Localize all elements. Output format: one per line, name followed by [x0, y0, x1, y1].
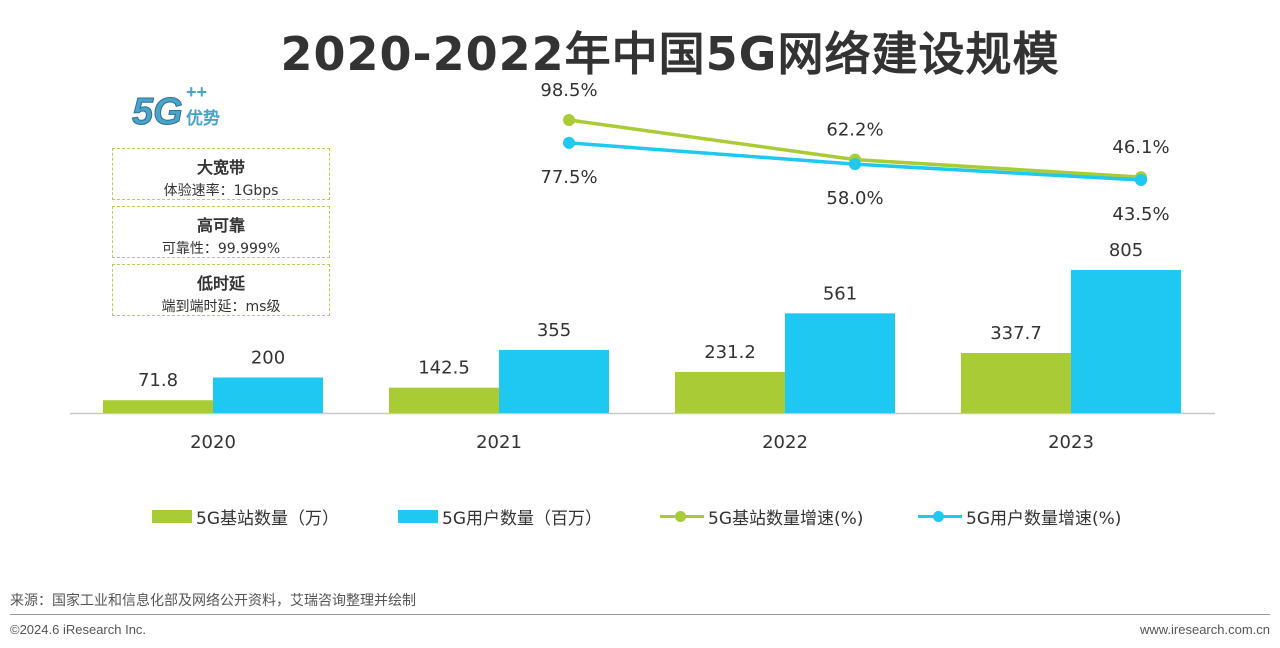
data-label-users: 805 [1109, 240, 1143, 261]
bar-base-stations [389, 387, 499, 413]
data-label-users: 200 [251, 347, 285, 368]
data-label-base-stations: 71.8 [138, 370, 178, 391]
point-user-growth [849, 158, 861, 171]
x-tick-label: 2023 [1048, 432, 1094, 453]
feature-title: 大宽带 [196, 158, 245, 177]
chart-legend: 5G基站数量（万） 5G用户数量（百万） 5G基站数量增速(%) 5G用户数量增… [0, 504, 1280, 532]
data-label-user-growth: 43.5% [1112, 204, 1169, 225]
feature-box-bandwidth: 大宽带 体验速率：1Gbps [112, 148, 330, 200]
data-label-users: 561 [823, 283, 857, 304]
chart-canvas: 71.8 200 2020 142.5 355 2021 231.2 561 2022 337.7… [70, 80, 1215, 453]
bar-users [1071, 270, 1181, 413]
legend-line-blue [918, 510, 962, 523]
bar-base-stations [961, 353, 1071, 413]
feature-desc: 端到端时延：ms级 [161, 299, 281, 315]
legend-label: 5G基站数量增速(%) [708, 509, 864, 529]
data-label-base-stations: 142.5 [418, 358, 470, 379]
legend-item-base-station-growth: 5G基站数量增速(%) [660, 504, 863, 529]
x-tick-label: 2021 [476, 432, 522, 453]
legend-label: 5G用户数量增速(%) [966, 509, 1122, 529]
bar-base-stations [103, 400, 213, 413]
bar-users [499, 349, 609, 413]
bar-users [785, 313, 895, 413]
x-tick-label: 2020 [190, 432, 236, 453]
data-label-user-growth: 77.5% [540, 167, 597, 188]
feature-box-reliability: 高可靠 可靠性：99.999% [112, 206, 330, 258]
feature-desc: 可靠性：99.999% [161, 241, 281, 257]
feature-box-latency: 低时延 端到端时延：ms级 [112, 264, 330, 316]
data-label-base-stations: 231.2 [704, 342, 756, 363]
feature-desc: 体验速率：1Gbps [163, 183, 279, 199]
x-tick-label: 2022 [762, 432, 808, 453]
source-note: 来源：国家工业和信息化部及网络公开资料，艾瑞咨询整理并绘制 [10, 593, 416, 609]
point-user-growth [1135, 174, 1147, 186]
point-base-station-growth [563, 114, 575, 126]
data-label-users: 355 [537, 320, 571, 341]
legend-swatch-blue [398, 510, 438, 523]
logo-subtext: 优势 [186, 108, 220, 129]
logo-5g-text: 5G [132, 91, 183, 132]
bar-base-stations [675, 371, 785, 413]
feature-title: 低时延 [196, 274, 245, 293]
legend-item-user-growth: 5G用户数量增速(%) [918, 504, 1121, 529]
footer-divider [10, 614, 1270, 615]
logo-plus-text: ++ [186, 84, 207, 102]
data-label-base-stations: 337.7 [990, 323, 1042, 344]
legend-label: 5G用户数量（百万） [442, 509, 602, 529]
legend-line-green [660, 510, 704, 523]
legend-item-base-stations: 5G基站数量（万） [152, 504, 339, 529]
bar-users [213, 377, 323, 413]
legend-label: 5G基站数量（万） [196, 509, 339, 529]
data-label-base-station-growth: 62.2% [826, 120, 883, 141]
chart-title: 2020-2022年中国5G网络建设规模 [280, 27, 1060, 81]
5g-advantage-logo: 5G ++ 优势 [132, 84, 221, 132]
point-user-growth [563, 136, 575, 149]
legend-swatch-green [152, 510, 192, 523]
data-label-base-station-growth: 46.1% [1112, 137, 1169, 158]
data-label-base-station-growth: 98.5% [540, 80, 597, 101]
data-label-user-growth: 58.0% [826, 188, 883, 209]
feature-title: 高可靠 [196, 216, 245, 235]
copyright: ©2024.6 iResearch Inc. [10, 622, 147, 637]
legend-item-users: 5G用户数量（百万） [398, 504, 602, 529]
website-link[interactable]: www.iresearch.com.cn [1139, 622, 1270, 637]
